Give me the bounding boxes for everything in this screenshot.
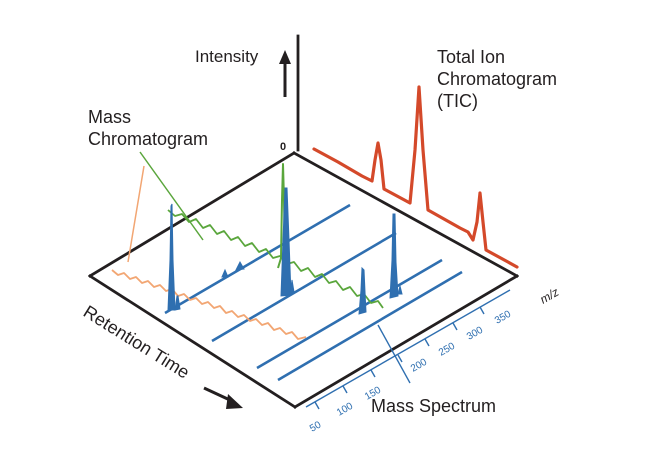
mz-label: m/z	[538, 285, 562, 307]
mass-chromatogram-label-line1: Mass	[88, 107, 131, 127]
spectrum-peak-right-b	[389, 213, 399, 299]
spectrum-peak-right-a	[358, 266, 367, 315]
mz-tick-label: 50	[308, 419, 324, 434]
spectrum-peak-tiny-2	[235, 260, 245, 271]
tic-label: Total Ion Chromatogram (TIC)	[437, 47, 557, 111]
spectrum-peak-tall-center	[280, 187, 292, 297]
spectrum-peak-large-left	[167, 203, 176, 311]
zero-label: 0	[280, 141, 286, 153]
callout-to-green	[139, 151, 204, 241]
mass-chromatogram-callouts	[127, 151, 204, 263]
mass-chromatogram-orange	[111, 269, 307, 340]
mz-axis-line	[305, 289, 511, 408]
spectrum-peak-center-side	[289, 279, 295, 295]
spectrum-baseline-2	[211, 231, 397, 343]
callout-to-orange	[127, 165, 145, 263]
mass-chromatogram-label-line2: Chromatogram	[88, 129, 208, 149]
mz-tick-label: 350	[493, 309, 513, 327]
floor-front-edge	[88, 274, 297, 409]
retention-time-label: Retention Time	[80, 301, 193, 382]
spectrum-baselines	[164, 203, 463, 382]
spectrum-peaks	[167, 187, 403, 315]
tic-label-line2: Chromatogram	[437, 69, 557, 89]
tic-label-line1: Total Ion	[437, 47, 505, 67]
intensity-arrow	[279, 50, 291, 97]
mass-chromatogram-green	[167, 209, 384, 309]
mz-axis	[305, 289, 511, 410]
floor-back-edge	[292, 151, 519, 278]
total-ion-chromatogram	[312, 85, 519, 269]
tic-label-line3: (TIC)	[437, 91, 478, 111]
mz-tick-label: 250	[437, 341, 457, 359]
mass-chromatogram-label: Mass Chromatogram	[88, 107, 208, 149]
spectrum-peak-tiny-1	[221, 268, 229, 278]
intensity-label: Intensity	[195, 47, 259, 66]
mass-spectrum-label: Mass Spectrum	[371, 396, 496, 416]
mz-tick-label: 200	[409, 357, 429, 375]
mz-tick-label: 300	[465, 325, 485, 343]
axes-frame	[88, 34, 519, 409]
mass-spectrum-indicator	[377, 324, 411, 384]
floor-left-edge	[88, 151, 296, 278]
spectrum-peak-right-c	[397, 285, 403, 295]
spectrum-peak-small-left	[174, 295, 181, 311]
spectrum-baseline-1	[164, 203, 351, 315]
mz-tick-label: 100	[335, 401, 355, 419]
spectrum-baseline-3	[256, 258, 443, 370]
floor-right-edge	[293, 274, 519, 409]
spectrum-baseline-4	[277, 270, 463, 382]
retention-time-arrow	[203, 386, 243, 409]
